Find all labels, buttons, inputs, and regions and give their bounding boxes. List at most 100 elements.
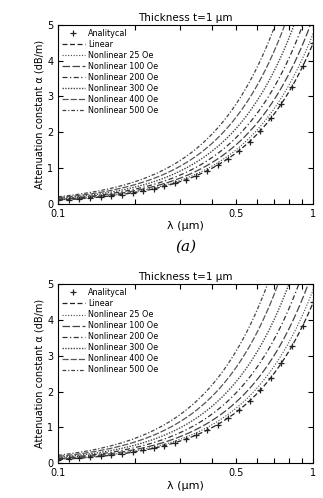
Nonlinear 500 Oe: [157, 169, 161, 175]
Nonlinear 200 Oe: [139, 185, 143, 191]
Nonlinear 300 Oe: [87, 451, 91, 457]
Analitycal: [290, 84, 294, 90]
Nonlinear 400 Oe: [139, 437, 143, 443]
Nonlinear 400 Oe: [240, 355, 244, 361]
Nonlinear 500 Oe: [157, 425, 161, 431]
Line: Nonlinear 500 Oe: Nonlinear 500 Oe: [58, 0, 313, 197]
Nonlinear 100 Oe: [87, 194, 91, 200]
Title: Thickness t=1 μm: Thickness t=1 μm: [139, 272, 233, 282]
Nonlinear 300 Oe: [242, 117, 245, 123]
Legend: Analitycal, Linear, Nonlinear 25 Oe, Nonlinear 100 Oe, Nonlinear 200 Oe, Nonline: Analitycal, Linear, Nonlinear 25 Oe, Non…: [60, 27, 160, 117]
Nonlinear 200 Oe: [242, 381, 245, 387]
Analitycal: [269, 116, 273, 122]
Analitycal: [152, 445, 156, 451]
Analitycal: [120, 451, 124, 457]
Analitycal: [237, 148, 241, 154]
Nonlinear 200 Oe: [311, 238, 315, 244]
Nonlinear 200 Oe: [157, 180, 161, 186]
Nonlinear 300 Oe: [311, 203, 315, 209]
Nonlinear 500 Oe: [240, 337, 244, 343]
Nonlinear 100 Oe: [240, 393, 244, 399]
Analitycal: [78, 455, 81, 461]
Linear: [240, 404, 244, 410]
Analitycal: [162, 183, 166, 189]
Analitycal: [88, 195, 92, 201]
Analitycal: [67, 456, 71, 462]
Nonlinear 400 Oe: [217, 386, 221, 392]
Nonlinear 500 Oe: [56, 452, 60, 458]
Analitycal: [290, 343, 294, 349]
Y-axis label: Attenuation constant α (dB/m): Attenuation constant α (dB/m): [34, 299, 44, 448]
Analitycal: [279, 101, 283, 107]
Nonlinear 100 Oe: [311, 14, 315, 20]
Line: Nonlinear 300 Oe: Nonlinear 300 Oe: [58, 0, 313, 199]
Nonlinear 100 Oe: [242, 392, 245, 398]
Analitycal: [194, 432, 198, 438]
Linear: [217, 421, 221, 427]
Nonlinear 25 Oe: [139, 447, 143, 453]
Analitycal: [205, 427, 209, 433]
Nonlinear 25 Oe: [217, 159, 221, 165]
Analitycal: [173, 180, 177, 186]
Nonlinear 200 Oe: [157, 438, 161, 444]
Analitycal: [216, 421, 220, 427]
Line: Analitycal: Analitycal: [55, 299, 316, 462]
Linear: [311, 299, 315, 305]
Nonlinear 300 Oe: [217, 143, 221, 149]
Linear: [56, 457, 60, 463]
Nonlinear 100 Oe: [157, 182, 161, 188]
Nonlinear 400 Oe: [242, 104, 245, 110]
Nonlinear 200 Oe: [240, 128, 244, 134]
Nonlinear 100 Oe: [87, 453, 91, 459]
Nonlinear 500 Oe: [217, 124, 221, 130]
Analitycal: [78, 196, 81, 202]
Linear: [242, 144, 245, 150]
Nonlinear 25 Oe: [87, 454, 91, 460]
Linear: [87, 195, 91, 201]
Line: Nonlinear 25 Oe: Nonlinear 25 Oe: [58, 289, 313, 459]
Nonlinear 100 Oe: [139, 186, 143, 192]
Nonlinear 100 Oe: [242, 135, 245, 141]
Nonlinear 25 Oe: [157, 443, 161, 449]
Analitycal: [194, 173, 198, 179]
Analitycal: [99, 453, 103, 459]
Nonlinear 300 Oe: [240, 118, 244, 124]
Linear: [311, 40, 315, 46]
Nonlinear 500 Oe: [311, 106, 315, 112]
Analitycal: [258, 128, 262, 134]
Analitycal: [247, 398, 251, 404]
Analitycal: [216, 162, 220, 168]
Analitycal: [56, 197, 60, 203]
Linear: [217, 161, 221, 167]
Nonlinear 300 Oe: [56, 196, 60, 202]
Nonlinear 25 Oe: [157, 184, 161, 190]
Line: Nonlinear 200 Oe: Nonlinear 200 Oe: [58, 0, 313, 199]
Nonlinear 300 Oe: [157, 177, 161, 183]
Nonlinear 100 Oe: [311, 267, 315, 273]
Nonlinear 400 Oe: [157, 430, 161, 436]
Nonlinear 25 Oe: [311, 286, 315, 292]
Nonlinear 300 Oe: [139, 182, 143, 188]
Linear: [157, 185, 161, 191]
Linear: [139, 188, 143, 194]
Nonlinear 400 Oe: [157, 173, 161, 179]
Nonlinear 400 Oe: [56, 453, 60, 459]
Line: Nonlinear 100 Oe: Nonlinear 100 Oe: [58, 270, 313, 459]
Nonlinear 25 Oe: [240, 141, 244, 147]
Analitycal: [279, 360, 283, 366]
Nonlinear 200 Oe: [217, 150, 221, 156]
Analitycal: [152, 186, 156, 192]
Analitycal: [173, 440, 177, 446]
Line: Nonlinear 400 Oe: Nonlinear 400 Oe: [58, 0, 313, 198]
Line: Nonlinear 500 Oe: Nonlinear 500 Oe: [58, 109, 313, 455]
Linear: [157, 444, 161, 450]
Linear: [56, 197, 60, 203]
Nonlinear 200 Oe: [56, 196, 60, 202]
Nonlinear 25 Oe: [242, 399, 245, 405]
Nonlinear 500 Oe: [242, 335, 245, 341]
Nonlinear 100 Oe: [217, 413, 221, 419]
Nonlinear 100 Oe: [217, 155, 221, 161]
Line: Analitycal: Analitycal: [55, 40, 316, 203]
Text: (a): (a): [175, 240, 196, 253]
Analitycal: [301, 323, 305, 329]
